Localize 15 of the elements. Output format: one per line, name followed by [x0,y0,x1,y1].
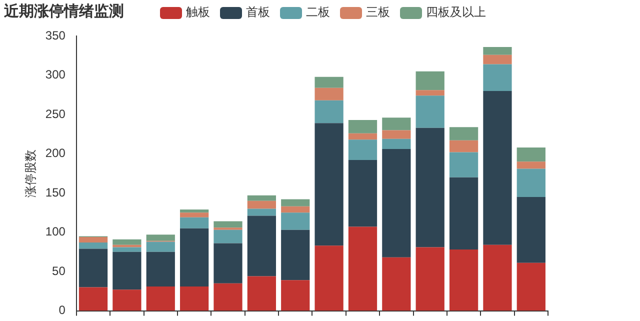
y-tick-label: 300 [45,68,66,82]
legend-label: 四板及以上 [426,4,486,21]
y-tick-label: 0 [58,303,66,318]
y-tick-label: 200 [45,146,66,160]
y-tick-label: 350 [45,28,66,42]
legend-label: 二板 [306,4,330,21]
legend-label: 触板 [186,4,210,21]
y-tick-label: 100 [45,224,66,239]
y-tick-label: 150 [45,185,66,200]
chart-title: 近期涨停情绪监测 [4,2,124,21]
legend-label: 首板 [246,4,270,21]
y-axis-title: 涨停股数 [24,149,38,198]
y-tick-label: 250 [45,106,66,121]
legend-label: 三板 [366,4,390,21]
y-tick-label: 50 [52,264,66,278]
